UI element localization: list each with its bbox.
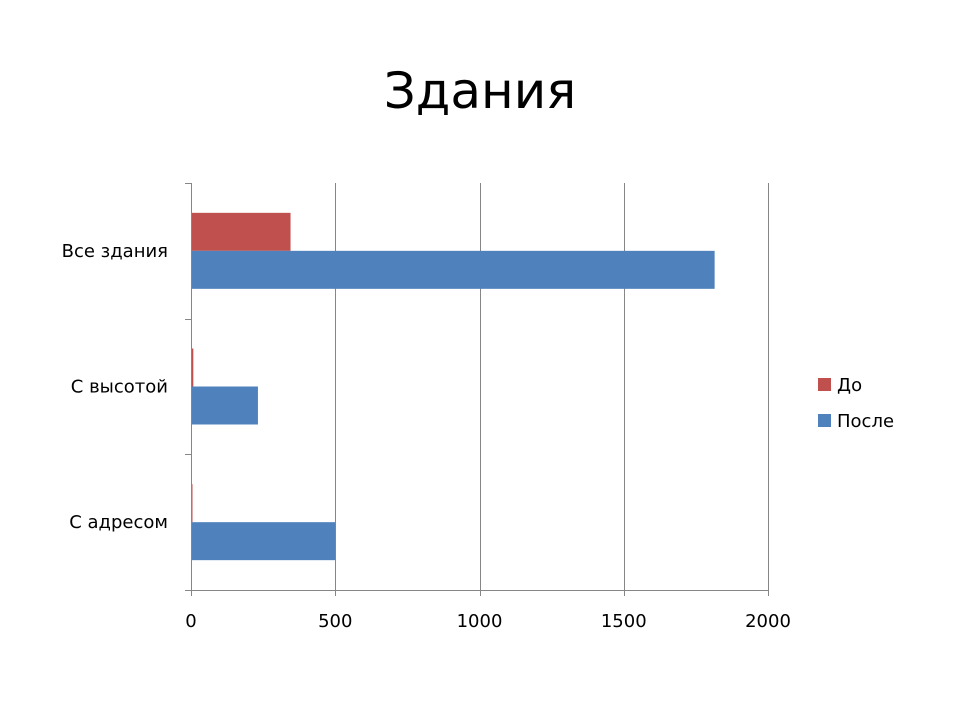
x-tick-label-500: 500 — [318, 611, 352, 632]
category-label-0: Все здания — [62, 241, 168, 262]
legend-swatch-0 — [818, 378, 831, 391]
chart-title: Здания — [383, 62, 577, 120]
bar-do-1 — [191, 348, 194, 387]
legend-label-0: До — [837, 375, 862, 396]
bar-posle-0 — [191, 250, 715, 289]
bar-posle-1 — [191, 386, 258, 425]
category-label-2: С адресом — [69, 512, 168, 533]
x-tick-label-0: 0 — [185, 611, 196, 632]
legend-label-1: После — [837, 411, 894, 432]
bar-do-0 — [191, 212, 291, 251]
bar-posle-2 — [191, 522, 336, 561]
x-tick-label-1000: 1000 — [457, 611, 503, 632]
legend-swatch-1 — [818, 414, 831, 427]
category-label-1: С высотой — [71, 377, 168, 398]
x-tick-label-1500: 1500 — [601, 611, 647, 632]
x-tick-label-2000: 2000 — [745, 611, 791, 632]
